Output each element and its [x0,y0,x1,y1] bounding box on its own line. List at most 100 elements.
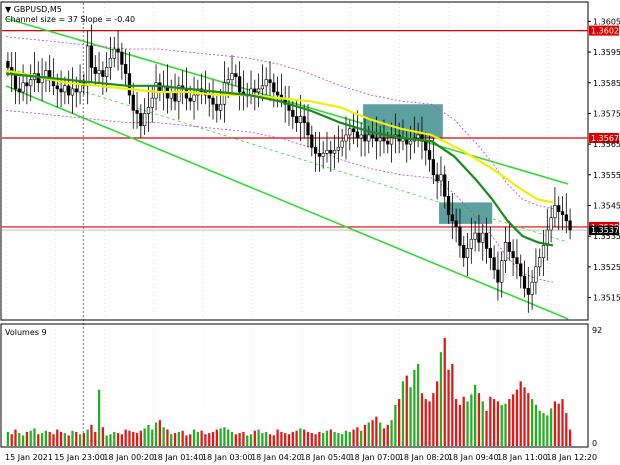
candle-body [351,128,356,133]
candle-body [317,153,322,157]
candle-body [564,214,568,222]
price-tick-label: 1.3565 [593,140,620,149]
candle-body [522,275,527,289]
candle-body [260,85,265,90]
candle-body [310,134,314,148]
candle-body [211,97,215,105]
candle-body [321,153,325,157]
time-tick-label: 15 Jan 2021 [5,453,53,462]
candle-body [150,97,154,108]
candle-body [416,134,420,139]
candle-body [427,149,432,160]
price-tick-label: 1.3535 [593,232,620,241]
candle-body [86,45,90,87]
volume-panel [0,323,589,448]
candle-body [549,217,553,231]
candle-body [408,140,413,145]
time-tick-label: 18 Jan 09:40 [448,453,499,462]
candle-body [70,88,75,96]
current-price-tag [589,226,619,236]
candle-body [458,226,462,246]
candle-body [325,149,329,154]
candle-body [446,195,451,215]
candle-body [332,149,337,154]
candle-body [218,103,223,111]
channel-upper-line [5,17,569,185]
candle-body [44,70,48,77]
price-tick-label: 1.3515 [593,294,620,303]
volume-bars [6,338,572,446]
time-tick-label: 18 Jan 04:20 [251,453,302,462]
candle-body [367,134,371,142]
candle-body [143,113,147,127]
candle-body [492,257,496,271]
candle-body [462,245,466,258]
ma-slow-line [5,72,554,247]
candle-body [526,288,530,295]
candle-body [6,60,10,68]
candle-body [29,79,33,87]
time-tick-label: 18 Jan 05:40 [300,453,351,462]
time-tick-label: 18 Jan 07:00 [350,453,401,462]
price-tick-label: 1.3585 [593,79,620,88]
candle-body [484,232,489,249]
candle-body [177,85,181,102]
candle-body [21,82,25,93]
candle-body [515,257,519,265]
candle-body [370,134,375,139]
candle-body [298,116,303,123]
level-tag [589,25,619,36]
candle-body [477,232,481,243]
candle-body [473,232,477,240]
candle-body [55,85,59,90]
candle-body [13,73,18,90]
candle-body [25,82,29,87]
candle-body [560,211,565,215]
candle-body [101,70,105,77]
candle-body [545,229,549,246]
candle-body [17,88,21,93]
candle-body [294,116,299,123]
candle-body [507,242,511,252]
price-tick-label: 1.3545 [593,201,620,210]
candle-body [340,140,344,148]
candle-body [519,263,523,277]
candle-body [488,248,492,258]
candle-body [256,88,261,93]
candlesticks [6,24,572,313]
candle-body [344,134,348,142]
candle-body [268,79,272,84]
candle-body [116,48,120,53]
candle-body [112,48,116,59]
candle-body [146,107,151,114]
candle-body [336,146,341,151]
candle-body [382,137,386,142]
candle-body [378,137,382,142]
price-tick-label: 1.3595 [593,48,620,57]
channel-lower-line [5,85,569,320]
candle-body [105,67,109,77]
candle-body [74,88,78,93]
candle-body [557,205,561,212]
level-label: 1.3567 [591,134,619,143]
candle-body [348,128,352,136]
candle-body [534,266,538,283]
candle-body [230,73,234,80]
time-tick-label: 18 Jan 01:40 [153,453,204,462]
time-tick-label: 18 Jan 12:20 [546,453,597,462]
candle-body [63,85,67,93]
candle-body [450,214,454,222]
candle-body [124,64,128,74]
candle-body [253,88,257,93]
candle-body [355,131,360,139]
candle-body [386,140,390,145]
candle-body [59,88,63,93]
volume-label: Volumes 9 [5,328,47,337]
candle-body [97,70,101,74]
candle-body [329,149,333,154]
candle-body [93,67,97,74]
candle-body [363,134,367,142]
candle-body [89,45,94,68]
price-tick-label: 1.3605 [593,17,620,26]
